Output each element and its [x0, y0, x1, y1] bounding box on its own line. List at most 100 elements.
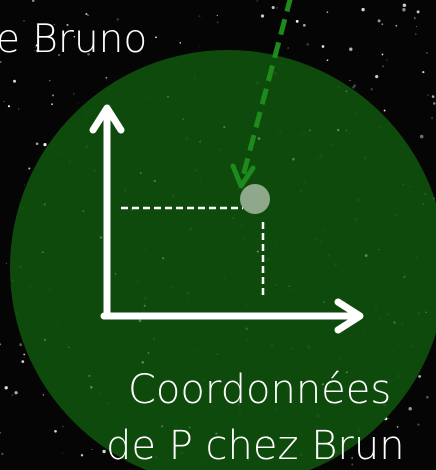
- star: [24, 184, 25, 185]
- star: [217, 354, 218, 355]
- star: [3, 101, 4, 102]
- caption-line-1: Coordonnées: [128, 367, 391, 413]
- star: [296, 20, 299, 23]
- star: [199, 47, 200, 48]
- star: [337, 129, 339, 131]
- star: [44, 203, 46, 205]
- star: [243, 279, 244, 280]
- star: [261, 14, 264, 17]
- star: [1, 453, 3, 455]
- star: [232, 217, 234, 219]
- star: [420, 135, 424, 139]
- star: [43, 143, 46, 146]
- star: [81, 454, 83, 456]
- star: [403, 184, 404, 185]
- star: [395, 25, 397, 27]
- star: [371, 88, 373, 90]
- star: [155, 36, 157, 38]
- star: [408, 407, 411, 410]
- star: [292, 158, 295, 161]
- star: [415, 33, 416, 34]
- star: [52, 94, 54, 96]
- star: [182, 118, 184, 120]
- star: [306, 43, 309, 46]
- star: [18, 108, 19, 109]
- star: [23, 354, 25, 356]
- star: [276, 7, 278, 9]
- star: [44, 339, 46, 341]
- star: [322, 45, 325, 48]
- star: [382, 65, 384, 67]
- star: [153, 338, 155, 340]
- star: [5, 386, 8, 389]
- star: [62, 453, 63, 454]
- star: [276, 284, 277, 285]
- star: [87, 15, 88, 16]
- star: [423, 203, 425, 205]
- star: [323, 301, 325, 303]
- star: [386, 59, 387, 60]
- star: [36, 143, 39, 146]
- star: [85, 13, 87, 15]
- star: [393, 321, 396, 324]
- star: [382, 54, 384, 56]
- star: [403, 4, 406, 7]
- star: [90, 386, 93, 389]
- star: [417, 423, 419, 425]
- star: [12, 280, 13, 281]
- star: [220, 149, 221, 150]
- star: [426, 396, 429, 399]
- star: [426, 52, 428, 54]
- star: [115, 273, 117, 275]
- star: [378, 249, 379, 250]
- star: [287, 47, 288, 48]
- star: [28, 167, 30, 169]
- star: [148, 352, 150, 354]
- star: [417, 10, 420, 13]
- star: [223, 126, 225, 128]
- star: [350, 80, 351, 81]
- star: [180, 42, 181, 43]
- star: [62, 426, 64, 428]
- star: [345, 90, 347, 92]
- top-label: e Bruno: [0, 17, 147, 62]
- scene: e Bruno Coordonnées de P chez Brun: [0, 0, 436, 470]
- star: [382, 23, 384, 25]
- star: [388, 418, 389, 419]
- star: [352, 86, 355, 89]
- star: [12, 395, 13, 396]
- star: [78, 102, 79, 103]
- star: [88, 375, 90, 377]
- star: [105, 77, 107, 79]
- star: [13, 80, 16, 83]
- star: [141, 361, 144, 364]
- star: [50, 200, 51, 201]
- star: [139, 319, 142, 322]
- star: [327, 59, 329, 61]
- star: [433, 102, 436, 105]
- star: [82, 210, 84, 212]
- star: [289, 286, 290, 287]
- star: [167, 96, 169, 98]
- star: [418, 375, 421, 378]
- star: [425, 193, 427, 195]
- star: [100, 236, 102, 238]
- star: [431, 117, 434, 120]
- point-p: [240, 184, 270, 214]
- star: [272, 6, 275, 9]
- star: [154, 180, 156, 182]
- star: [422, 71, 424, 73]
- star: [217, 22, 219, 24]
- star: [217, 15, 218, 16]
- star: [68, 347, 69, 348]
- star: [51, 103, 53, 105]
- star: [375, 75, 378, 78]
- star: [366, 313, 367, 314]
- star: [6, 263, 7, 264]
- caption-line-2: de P chez Brun: [106, 423, 405, 469]
- star: [361, 8, 364, 11]
- star: [428, 94, 429, 95]
- star: [162, 257, 164, 259]
- star: [144, 305, 146, 307]
- star: [151, 148, 152, 149]
